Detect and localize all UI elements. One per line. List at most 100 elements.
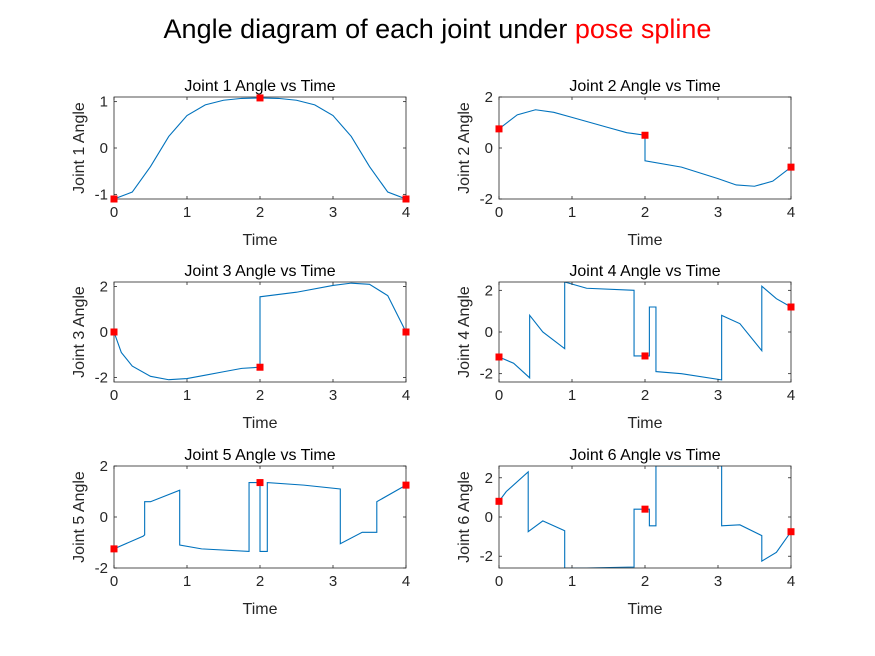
spline-knot-marker [787,163,795,171]
spline-knot-marker [110,545,118,553]
y-tick-label: 0 [485,509,493,526]
y-tick-label: 0 [485,140,493,157]
spline-knot-marker [256,479,264,487]
x-axis-label: Time [243,232,278,249]
x-tick-label: 2 [256,204,264,221]
spline-knot-marker [402,195,410,203]
spline-knot-marker [402,328,410,336]
x-axis-label: Time [628,415,663,432]
plot-area [499,282,791,382]
y-tick-label: 2 [485,89,493,106]
x-tick-label: 4 [787,387,795,404]
x-tick-label: 3 [329,573,337,590]
x-tick-label: 3 [714,387,722,404]
y-tick-label: -2 [480,191,493,208]
x-tick-label: 0 [110,204,118,221]
x-tick-label: 2 [641,573,649,590]
x-tick-label: 0 [110,387,118,404]
x-axis-label: Time [243,415,278,432]
y-tick-label: 2 [100,279,108,296]
joint3-angle-line [114,282,406,381]
spline-knot-marker [256,363,264,371]
y-tick-label: 0 [100,324,108,341]
joint4-angle-line [499,282,791,381]
x-tick-label: 1 [183,204,191,221]
y-tick-label: 2 [485,470,493,487]
x-tick-label: 3 [714,204,722,221]
spline-knot-marker [641,505,649,513]
x-tick-label: 3 [329,204,337,221]
plot-area [499,466,791,568]
x-tick-label: 1 [568,387,576,404]
x-axis-label: Time [628,601,663,618]
y-axis-label: Joint 3 Angle [71,286,88,378]
y-tick-label: -2 [480,366,493,383]
spline-knot-marker [641,131,649,139]
x-tick-label: 0 [110,573,118,590]
y-axis-label: Joint 2 Angle [456,102,473,194]
y-axis-label: Joint 5 Angle [71,471,88,563]
y-axis-label: Joint 6 Angle [456,471,473,563]
subplot-title: Joint 5 Angle vs Time [184,447,335,464]
spline-knot-marker [402,481,410,489]
subplot-title: Joint 1 Angle vs Time [184,78,335,95]
x-tick-label: 1 [568,204,576,221]
x-tick-label: 3 [329,387,337,404]
y-tick-label: 2 [485,282,493,299]
figure-title-main: Angle diagram of each joint under [163,14,568,44]
subplot-title: Joint 2 Angle vs Time [569,78,720,95]
spline-knot-marker [495,125,503,133]
x-tick-label: 4 [787,204,795,221]
spline-knot-marker [641,352,649,360]
subplot-title: Joint 6 Angle vs Time [569,447,720,464]
x-tick-label: 4 [402,573,410,590]
x-axis-label: Time [628,232,663,249]
x-tick-label: 0 [495,204,503,221]
subplot-title: Joint 3 Angle vs Time [184,263,335,280]
y-tick-label: -2 [480,548,493,565]
plot-area [114,97,406,199]
x-tick-label: 0 [495,387,503,404]
y-tick-label: -2 [95,560,108,577]
x-tick-label: 1 [183,387,191,404]
joint2-angle-line [499,109,791,187]
x-tick-label: 2 [256,573,264,590]
x-tick-label: 2 [641,204,649,221]
y-tick-label: 1 [100,94,108,111]
x-tick-label: 2 [256,387,264,404]
spline-knot-marker [787,303,795,311]
y-tick-label: 2 [100,458,108,475]
x-tick-label: 1 [183,573,191,590]
spline-knot-marker [787,528,795,536]
spline-knot-marker [110,195,118,203]
x-tick-label: 4 [402,387,410,404]
x-tick-label: 1 [568,573,576,590]
spline-knot-marker [495,353,503,361]
spline-knot-marker [110,328,118,336]
y-tick-label: 0 [100,509,108,526]
x-tick-label: 2 [641,387,649,404]
y-tick-label: 0 [485,324,493,341]
y-tick-label: 0 [100,140,108,157]
x-tick-label: 4 [402,204,410,221]
figure-title-highlight: pose spline [574,14,712,44]
y-axis-label: Joint 1 Angle [71,102,88,194]
x-axis-label: Time [243,601,278,618]
x-tick-label: 4 [787,573,795,590]
y-tick-label: -1 [95,186,108,203]
y-axis-label: Joint 4 Angle [456,286,473,378]
x-tick-label: 3 [714,573,722,590]
joint6-angle-line [499,466,791,568]
y-tick-label: -2 [95,369,108,386]
x-tick-label: 0 [495,573,503,590]
spline-knot-marker [495,497,503,505]
subplot-title: Joint 4 Angle vs Time [569,263,720,280]
figure-title: Angle diagram of each joint under pose s… [0,14,875,45]
